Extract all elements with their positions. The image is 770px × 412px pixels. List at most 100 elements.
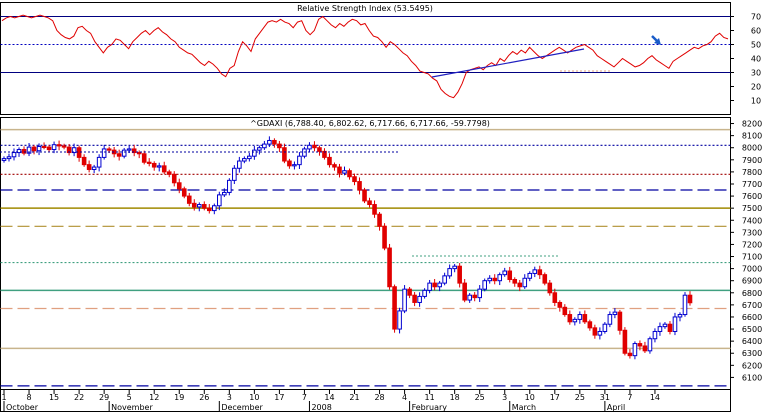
candle (672, 312, 678, 336)
price-y-tick-label: 6500 (742, 325, 762, 334)
candle (457, 263, 462, 288)
x-axis-ticks: 1 8 15 22 29 5 12 19 26 3 10 17 7 14 21 28 4 11 18 25 3 10 17 2… (1, 389, 660, 412)
candle (146, 158, 152, 167)
x-tick-label: 5 (127, 393, 132, 402)
x-tick-label: 8 (26, 393, 31, 402)
rsi-panel: Relative Strength Index (53.5495) 10 20 30… (0, 2, 761, 115)
candle (327, 153, 332, 168)
candle (632, 341, 638, 360)
candle (397, 307, 402, 334)
x-tick-label: 17 (274, 393, 284, 402)
candle (592, 324, 598, 339)
candle (136, 150, 142, 159)
rsi-series-line (1, 14, 729, 99)
candle (622, 327, 628, 356)
candle (382, 223, 387, 251)
candle (577, 311, 583, 324)
candle (402, 285, 407, 314)
candle (116, 149, 122, 161)
price-y-tick-label: 7600 (742, 192, 762, 201)
candle (191, 199, 197, 211)
candle (637, 340, 643, 351)
candle (567, 310, 573, 325)
candle (422, 288, 427, 299)
candle (522, 274, 528, 289)
x-tick-label: 14 (650, 393, 660, 402)
candle (317, 145, 322, 156)
price-y-tick-label: 7400 (742, 216, 762, 225)
candle (352, 173, 357, 186)
candle (362, 187, 367, 204)
x-tick-label: 7 (627, 393, 632, 402)
candle (612, 308, 618, 319)
rsi-panel-frame (0, 2, 731, 115)
candle (437, 280, 442, 292)
x-tick-label: 3 (227, 393, 232, 402)
candle (377, 212, 382, 231)
candle (161, 161, 167, 175)
candle (432, 279, 437, 291)
x-month-label: April (607, 403, 625, 412)
candle (56, 140, 62, 151)
candle (86, 160, 92, 173)
candle (51, 141, 57, 154)
price-y-tick-label: 8100 (742, 132, 762, 141)
candle (687, 291, 693, 306)
candle (222, 188, 227, 198)
rsi-y-tick-label: 50 (751, 41, 761, 50)
candle (597, 327, 603, 340)
candle (282, 143, 287, 164)
candle (176, 178, 182, 194)
candle (342, 166, 347, 176)
rsi-y-tick-label: 10 (751, 97, 761, 106)
candle (262, 140, 267, 150)
candle (347, 168, 352, 180)
candle (96, 154, 102, 172)
candle (141, 150, 147, 165)
x-axis: 1 8 15 22 29 5 12 19 26 3 10 17 7 14 21 28 4 11 18 25 3 10 17 2… (0, 389, 731, 412)
candle (407, 286, 412, 299)
candle (46, 144, 52, 153)
candle (277, 140, 282, 153)
candle (667, 321, 673, 335)
price-y-tick-label: 7300 (742, 228, 762, 237)
candle (31, 144, 37, 155)
x-tick-label: 18 (450, 393, 460, 402)
candle (682, 292, 688, 317)
candle (307, 142, 312, 152)
candle (527, 271, 533, 282)
candle (76, 145, 82, 162)
price-y-tick-label: 7700 (742, 180, 762, 189)
price-y-tick-label: 6700 (742, 301, 762, 310)
x-tick-label: 10 (249, 393, 259, 402)
candle (36, 143, 42, 156)
candle (121, 147, 127, 159)
rsi-y-tick-label: 60 (751, 27, 761, 36)
candle (322, 148, 327, 160)
candle (652, 328, 658, 343)
x-month-label: October (6, 403, 39, 412)
candle (181, 186, 187, 199)
candle (357, 177, 362, 195)
candle (312, 141, 317, 152)
candle (6, 153, 12, 162)
candle (247, 153, 252, 162)
candle (562, 304, 568, 317)
candle (267, 136, 272, 147)
candle (617, 309, 623, 335)
rsi-trendline (431, 48, 585, 78)
candle (417, 292, 422, 307)
candle (186, 192, 192, 207)
candle (627, 349, 633, 359)
candle (677, 312, 683, 322)
x-tick-label: 14 (324, 393, 334, 402)
x-tick-label: 4 (402, 393, 407, 402)
price-y-tick-label: 6600 (742, 313, 762, 322)
candle (502, 267, 508, 277)
x-tick-label: 28 (374, 393, 384, 402)
x-tick-label: 17 (550, 393, 560, 402)
price-y-tick-label: 8000 (742, 144, 762, 153)
candle (447, 264, 452, 279)
x-tick-label: 7 (302, 393, 307, 402)
candle (642, 341, 648, 353)
